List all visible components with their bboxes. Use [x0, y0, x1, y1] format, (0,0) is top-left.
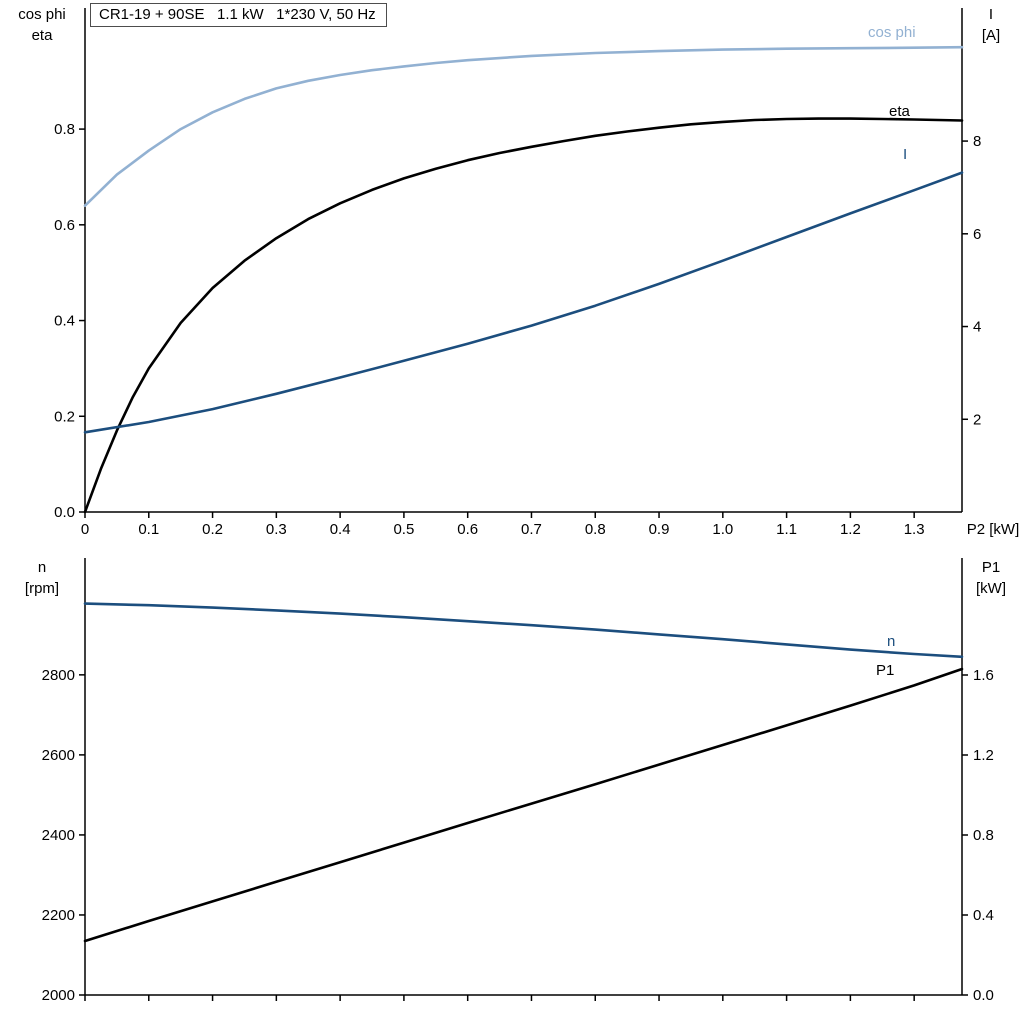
curve-label-i: I	[903, 146, 908, 163]
left-tick-label: 2000	[42, 987, 75, 1004]
left-tick-label: 2400	[42, 827, 75, 844]
left-tick-label: 0.0	[54, 504, 75, 521]
x-tick-label: 0.6	[457, 521, 478, 538]
right-tick-label: 6	[973, 226, 981, 243]
x-tick-label: 0.4	[330, 521, 351, 538]
x-tick-label: 0.3	[266, 521, 287, 538]
bottom-right-axis-label-p1: P1	[981, 559, 1001, 576]
left-tick-label: 0.2	[54, 408, 75, 425]
x-tick-label: 0.5	[393, 521, 414, 538]
x-axis-title: P2 [kW]	[967, 521, 1020, 538]
left-tick-label: 2600	[42, 747, 75, 764]
motor-curves-chart: 0 0.1 0.2 0.3 0.4 0.5 0.6 0.7 0.8 0.9 1.0 1.1 1.2 1.3…	[54, 8, 1020, 538]
x-tick-label: 0.7	[521, 521, 542, 538]
right-tick-label: 0.8	[973, 827, 994, 844]
x-tick-label: 0.1	[138, 521, 159, 538]
curve-label-cos-phi: cos phi	[868, 24, 916, 41]
right-tick-label: 2	[973, 411, 981, 428]
curve-label-n: n	[887, 633, 896, 650]
top-left-axis-label-cos-phi: cos phi	[18, 6, 66, 23]
right-tick-label: 8	[973, 133, 981, 150]
curve-n	[83, 602, 964, 659]
right-tick-label: 4	[973, 319, 981, 336]
right-tick-label: 1.2	[973, 747, 994, 764]
curve-eta	[83, 117, 964, 514]
left-tick-label: 0.6	[54, 217, 75, 234]
chart-title-box: CR1-19 + 90SE 1.1 kW 1*230 V, 50 Hz	[90, 3, 387, 27]
left-tick-label: 0.8	[54, 121, 75, 138]
curve-label-eta: eta	[889, 103, 910, 120]
bottom-right-axis-label-kw: [kW]	[976, 580, 1006, 597]
x-tick-label: 1.1	[776, 521, 797, 538]
speed-power-chart: 2000 2200 2400 2600 2800 0.0 0.4 0.8 1.2 1.6	[42, 558, 994, 1004]
curve-cos-phi	[83, 45, 964, 207]
bottom-left-axis-label-n: n	[37, 559, 47, 576]
curve-p1	[83, 667, 964, 943]
top-right-axis-label-i: I	[988, 6, 994, 23]
right-tick-label: 1.6	[973, 667, 994, 684]
left-tick-label: 0.4	[54, 313, 75, 330]
left-tick-label: 2800	[42, 667, 75, 684]
right-tick-label: 0.4	[973, 907, 994, 924]
x-tick-label: 1.0	[712, 521, 733, 538]
bottom-left-axis-label-rpm: [rpm]	[24, 580, 60, 597]
curve-i	[83, 171, 964, 434]
right-tick-label: 0.0	[973, 987, 994, 1004]
x-tick-label: 0	[81, 521, 89, 538]
top-left-axis-label-eta: eta	[31, 27, 53, 44]
x-tick-label: 0.2	[202, 521, 223, 538]
curve-label-p1: P1	[876, 662, 895, 679]
x-tick-label: 1.3	[904, 521, 925, 538]
x-tick-label: 1.2	[840, 521, 861, 538]
x-tick-label: 0.9	[649, 521, 670, 538]
top-right-axis-label-amps: [A]	[981, 27, 1001, 44]
left-tick-label: 2200	[42, 907, 75, 924]
x-tick-label: 0.8	[585, 521, 606, 538]
